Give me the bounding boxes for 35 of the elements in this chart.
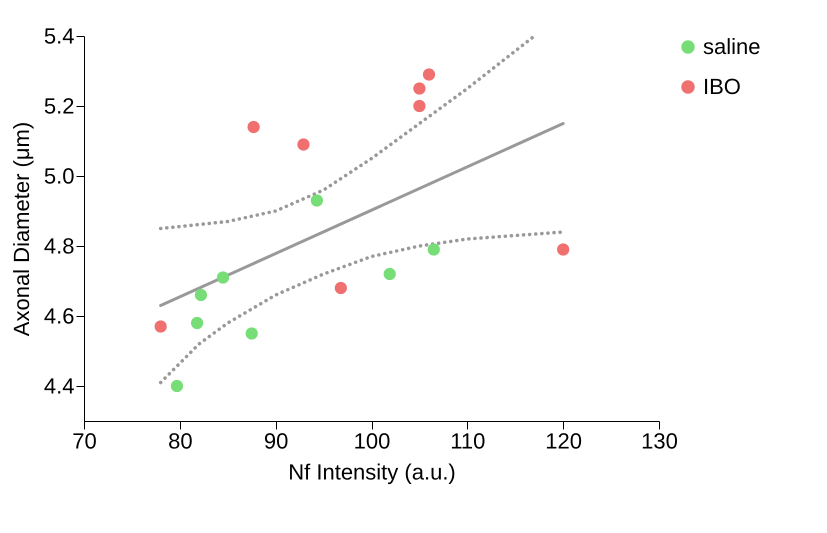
x-tick-label: 70 (72, 428, 97, 454)
line-series (158, 36, 536, 230)
y-tick-label: 5.0 (44, 164, 74, 188)
legend-label: IBO (703, 74, 741, 99)
x-tick-label: 80 (168, 428, 193, 454)
point (194, 288, 208, 302)
point (310, 194, 323, 207)
y-tick-label: 4.6 (44, 304, 74, 328)
point (216, 271, 230, 284)
point (154, 320, 167, 333)
x-tick-label: 90 (264, 428, 288, 454)
point (334, 282, 347, 294)
x-tick-label: 120 (545, 428, 582, 454)
point (297, 138, 310, 151)
line-series (158, 230, 565, 384)
y-tick-label: 5.4 (44, 24, 74, 48)
point (248, 120, 260, 134)
x-tick-label: 130 (641, 428, 678, 454)
x-tick-label: 100 (354, 428, 390, 454)
x-axis-title: Nf Intensity (a.u.) (288, 460, 456, 484)
point (190, 316, 204, 330)
point (246, 327, 258, 340)
point (413, 100, 426, 112)
point (384, 268, 396, 280)
point (428, 243, 440, 256)
point (170, 380, 184, 392)
y-tick-label: 4.4 (44, 374, 74, 398)
point (557, 243, 570, 256)
y-tick-label: 5.2 (44, 94, 74, 118)
x-tick-label: 110 (450, 428, 486, 454)
point (422, 68, 436, 81)
legend-label: saline (703, 34, 760, 59)
y-tick-label: 4.8 (44, 234, 74, 258)
y-axis-title: Axonal Diameter (μm) (8, 122, 34, 336)
point (413, 82, 426, 95)
